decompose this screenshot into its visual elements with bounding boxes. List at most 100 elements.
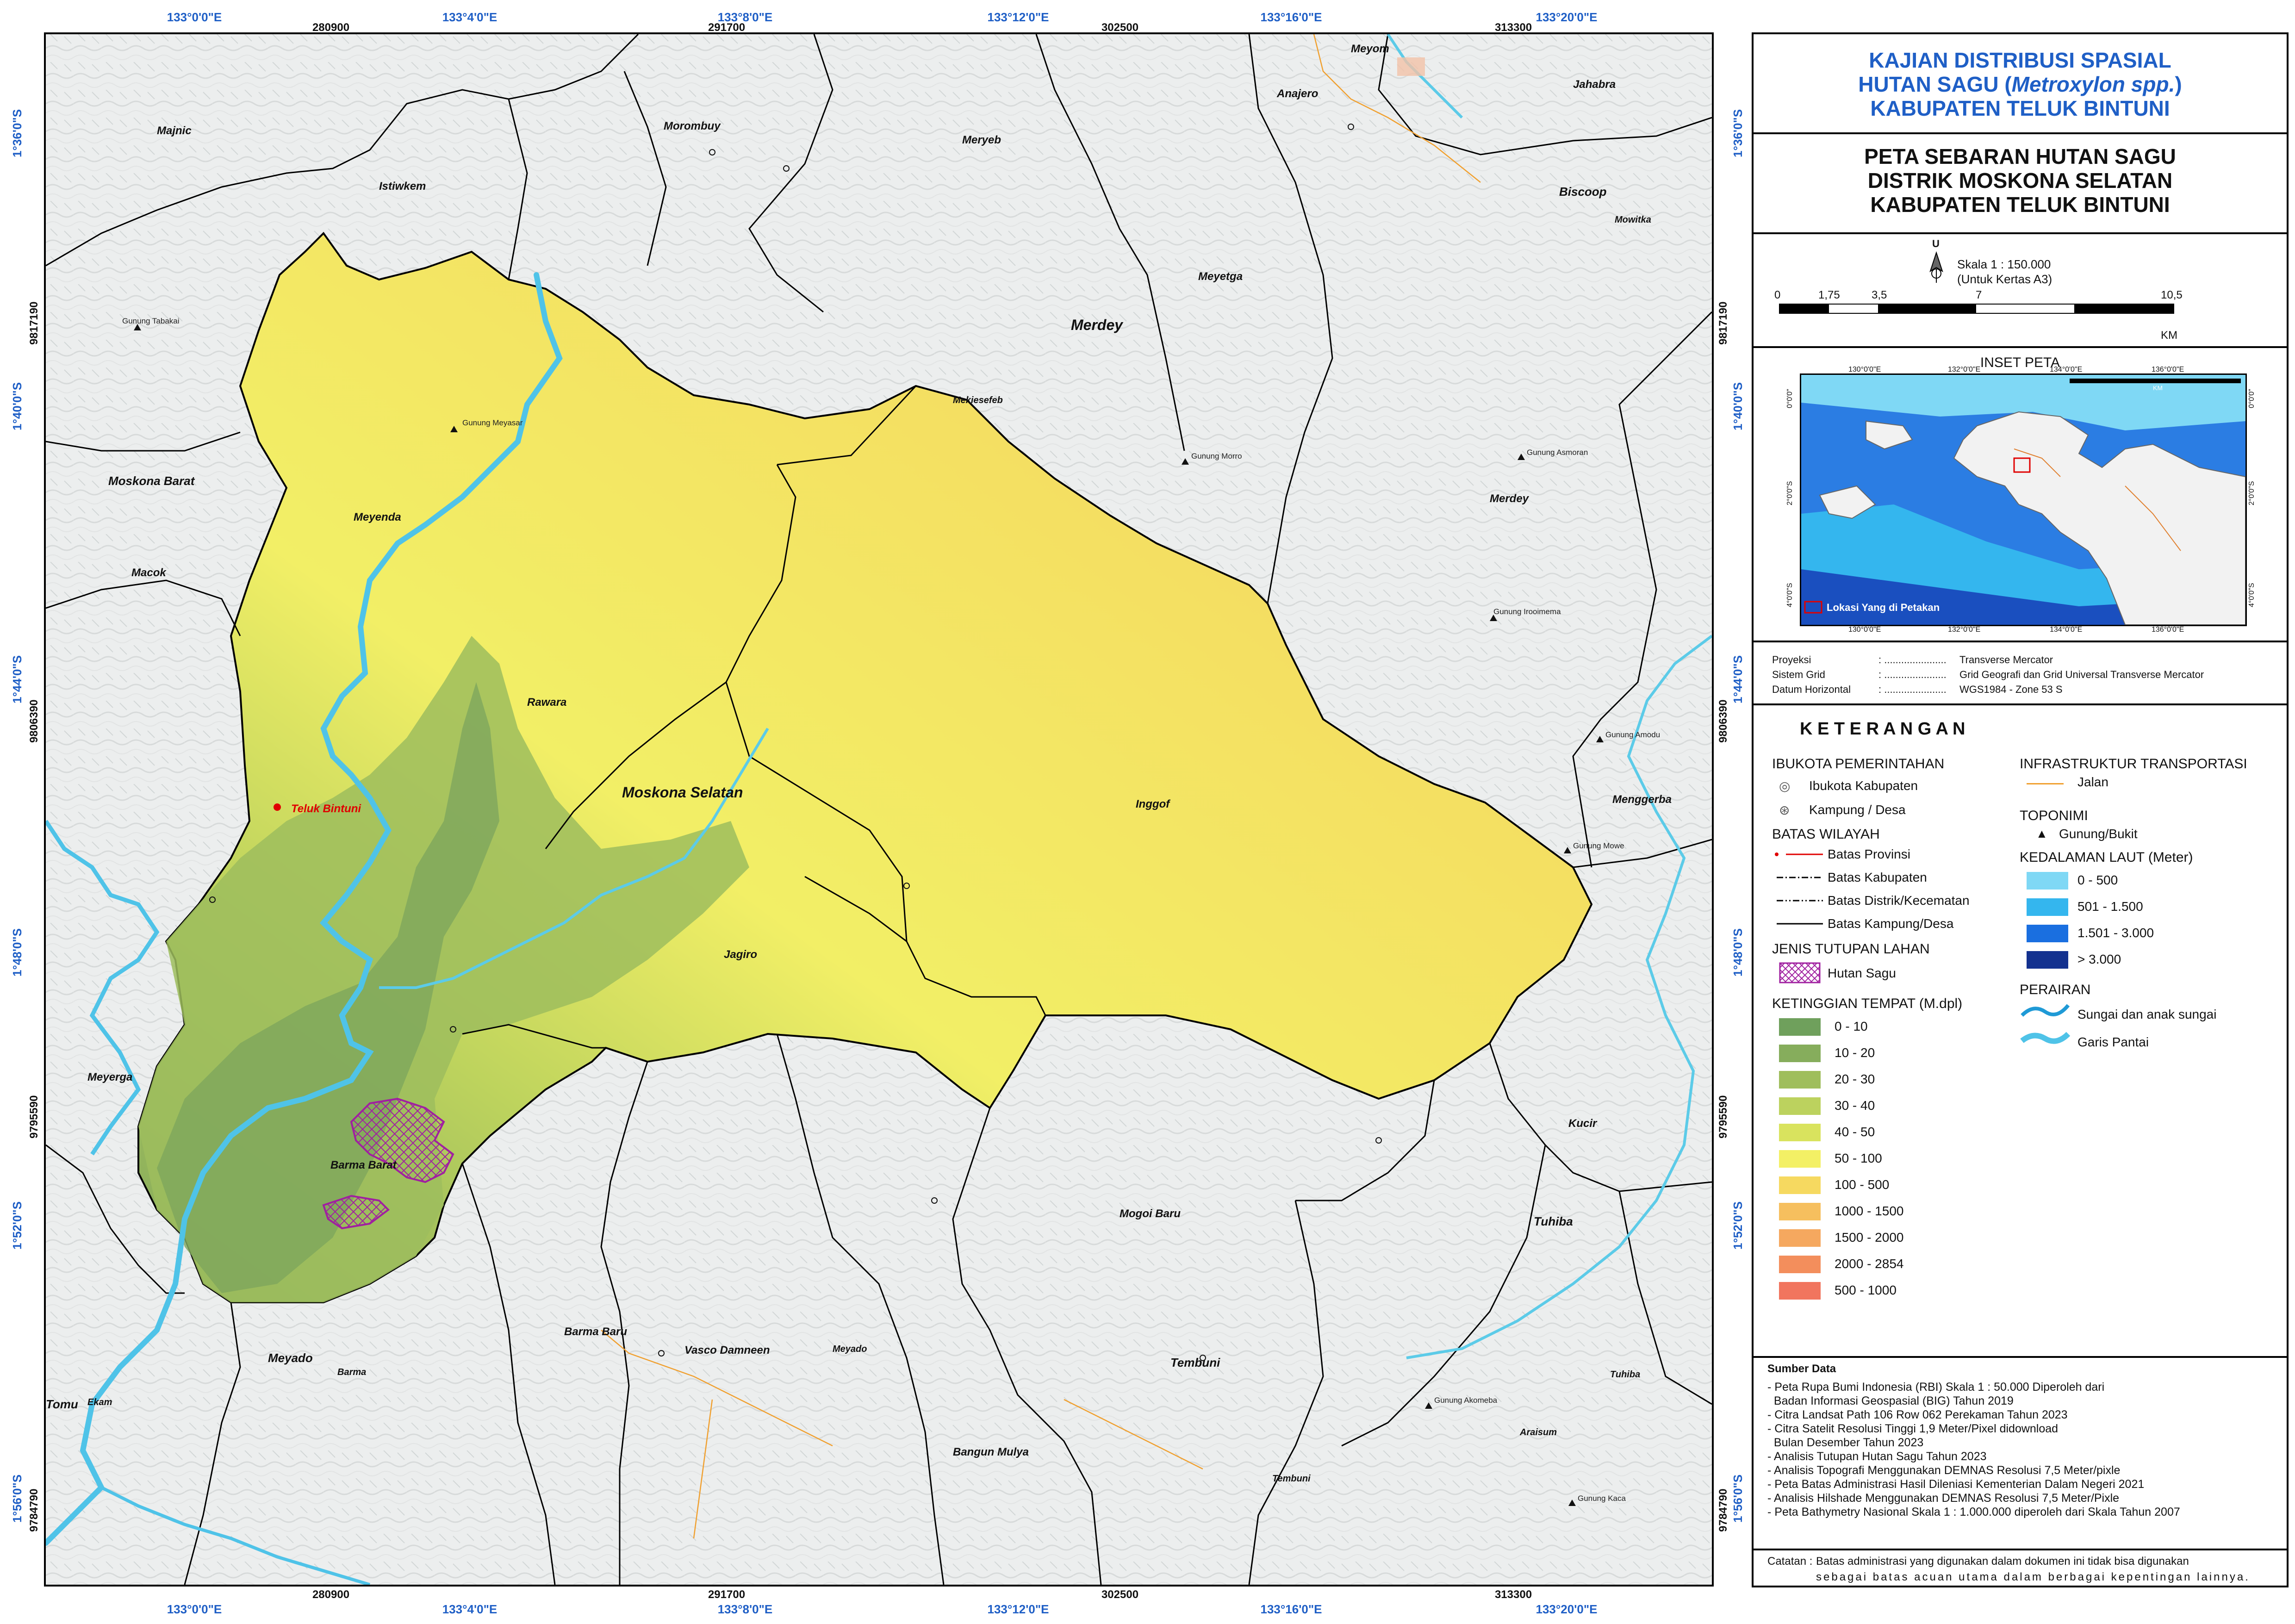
depth-swatch [2027,951,2068,969]
lat-right-4: 1°48'0"S [1731,928,1745,977]
map-frame[interactable]: Majnic Istiwkem Morombuy Meryeb Meyom An… [44,32,1714,1587]
scale-unit: KM [2161,329,2177,342]
lon-bot-1: 133°0'0"E [167,1602,222,1616]
elevation-swatch [1779,1018,1821,1036]
source-item: - Peta Rupa Bumi Indonesia (RBI) Skala 1… [1767,1381,2105,1394]
label-bangun-mulya: Bangun Mulya [953,1446,1029,1458]
utm-bot-3: 302500 [1101,1588,1139,1601]
north-label: U [1932,238,1940,249]
inset-map[interactable]: Lokasi Yang di Petakan KM [1800,373,2247,626]
inset-lat-left-1: 0°0'0" [1786,389,1794,408]
meyom-town [1397,57,1425,76]
inset-lat-right-1: 0°0'0" [2248,389,2256,408]
inset-title: INSET PETA [1980,355,2060,370]
proj-sep-2: : ...................... [1878,669,1947,680]
inset-location-label: Lokasi Yang di Petakan [1827,602,1940,613]
proj-val-3: WGS1984 - Zone 53 S [1959,684,2063,695]
subtitle-box: PETA SEBARAN HUTAN SAGU DISTRIK MOSKONA … [1752,132,2289,234]
source-item: - Analisis Topografi Menggunakan DEMNAS … [1767,1464,2121,1477]
lat-right-3: 1°44'0"S [1731,655,1745,703]
depth-swatch [2027,925,2068,942]
lat-left-1: 1°36'0"S [10,109,24,157]
legend-kampung-desa: Kampung / Desa [1809,803,1906,817]
inset-lat-left-3: 4°0'0"S [1786,583,1794,608]
label-rawara: Rawara [527,696,567,709]
label-tembuni: Tembuni [1272,1474,1311,1484]
proj-sep-3: : ...................... [1878,684,1947,695]
lon-bot-4: 133°12'0"E [987,1602,1049,1616]
lat-right-2: 1°40'0"S [1731,382,1745,430]
scale-tick-3: 7 [1976,289,1982,301]
label-moskona-barat: Moskona Barat [108,474,195,488]
source-item: - Analisis Hilshade Menggunakan DEMNAS R… [1767,1492,2120,1505]
source-item: Bulan Desember Tahun 2023 [1767,1436,1924,1449]
utm-right-3: 9795590 [1717,1095,1729,1139]
gunung-icon: ▲ [2036,827,2048,840]
subtitle-line-2: DISTRIK MOSKONA SELATAN [1867,168,2173,193]
label-mogoi-baru: Mogoi Baru [1120,1207,1181,1220]
title-box: KAJIAN DISTRIBUSI SPASIAL HUTAN SAGU (Me… [1752,32,2289,134]
village-markers [209,124,1382,1361]
lon-top-3: 133°8'0"E [717,10,773,24]
legend-ketinggian-head: KETINGGIAN TEMPAT (M.dpl) [1772,996,1963,1011]
inset-lat-left-2: 2°0'0"S [1786,481,1794,506]
label-moskona-selatan: Moskona Selatan [622,784,743,801]
label-teluk-bintuni: Teluk Bintuni [291,803,361,815]
label-meyom: Meyom [1351,43,1389,55]
label-biscoop: Biscoop [1559,185,1607,199]
batas-lines-icon [1775,852,1823,925]
label-kucir: Kucir [1568,1117,1597,1130]
inset-lat-right-2: 2°0'0"S [2248,481,2256,506]
elevation-label: 2000 - 2854 [1835,1257,1904,1271]
label-mekiesefeb: Mekiesefeb [953,395,1003,405]
lon-top-2: 133°4'0"E [442,10,498,24]
elevation-label: 1000 - 1500 [1835,1204,1904,1218]
inset-lon-top-1: 130°0'0"E [1848,366,1881,373]
utm-left-3: 9795590 [28,1095,40,1139]
legend-jalan: Jalan [2077,775,2108,789]
legend-batas-kabupaten: Batas Kabupaten [1828,870,1927,884]
proj-val-1: Transverse Mercator [1959,654,2053,666]
lat-right-1: 1°36'0"S [1731,109,1745,157]
proj-val-2: Grid Geografi dan Grid Universal Transve… [1959,669,2204,680]
title-line-2: HUTAN SAGU (Metroxylon spp.) [1858,72,2182,96]
river-icon [2020,1004,2071,1044]
note-line-2: sebagai batas acuan utama dalam berbagai… [1816,1571,2250,1583]
legend-toponimi-head: TOPONIMI [2020,808,2088,823]
label-barma-baru: Barma Baru [564,1325,628,1338]
lon-top-4: 133°12'0"E [987,10,1049,24]
elevation-swatch [1779,1045,1821,1062]
legend-perairan-head: PERAIRAN [2020,982,2091,997]
elevation-label: 20 - 30 [1835,1072,1875,1086]
label-g-amodu: Gunung Amodu [1605,730,1661,739]
utm-bot-4: 313300 [1494,1588,1532,1601]
legend-kedalaman-head: KEDALAMAN LAUT (Meter) [2020,850,2193,865]
label-morombuy: Morombuy [664,120,721,132]
lat-right-5: 1°52'0"S [1731,1201,1745,1250]
elevation-label: 500 - 1000 [1835,1283,1897,1297]
utm-left-1: 9817190 [28,301,40,345]
label-mowitka: Mowitka [1615,215,1651,225]
lon-bot-5: 133°16'0"E [1260,1602,1322,1616]
lon-top-1: 133°0'0"E [167,10,222,24]
scale-box: U Skala 1 : 150.000 (Untuk Kertas A3) 0 … [1752,232,2289,348]
map-canvas[interactable] [46,34,1712,1585]
utm-top-4: 313300 [1494,21,1532,34]
label-meyenda: Meyenda [354,511,401,523]
hutan-sagu-swatch [1779,962,1821,983]
title-line-3: KABUPATEN TELUK BINTUNI [1870,96,2170,120]
label-meryeb: Meryeb [962,134,1001,146]
subtitle-line-3: KABUPATEN TELUK BINTUNI [1870,193,2170,217]
sagu-forest[interactable] [322,1097,454,1230]
label-barma-barat: Barma Barat [330,1159,397,1171]
inset-svg [1801,375,2245,625]
source-item: - Citra Satelit Resolusi Tinggi 1,9 Mete… [1767,1422,2059,1435]
lowland-deep [157,682,499,1293]
legend-sungai: Sungai dan anak sungai [2077,1007,2217,1021]
label-tuhiba: Tuhiba [1534,1214,1573,1228]
depth-swatch [2027,898,2068,916]
label-jahabra: Jahabra [1573,78,1616,91]
scale-paper: (Untuk Kertas A3) [1957,272,2052,286]
proj-sep-1: : ...................... [1878,654,1947,666]
elevation-label: 0 - 10 [1835,1019,1868,1033]
